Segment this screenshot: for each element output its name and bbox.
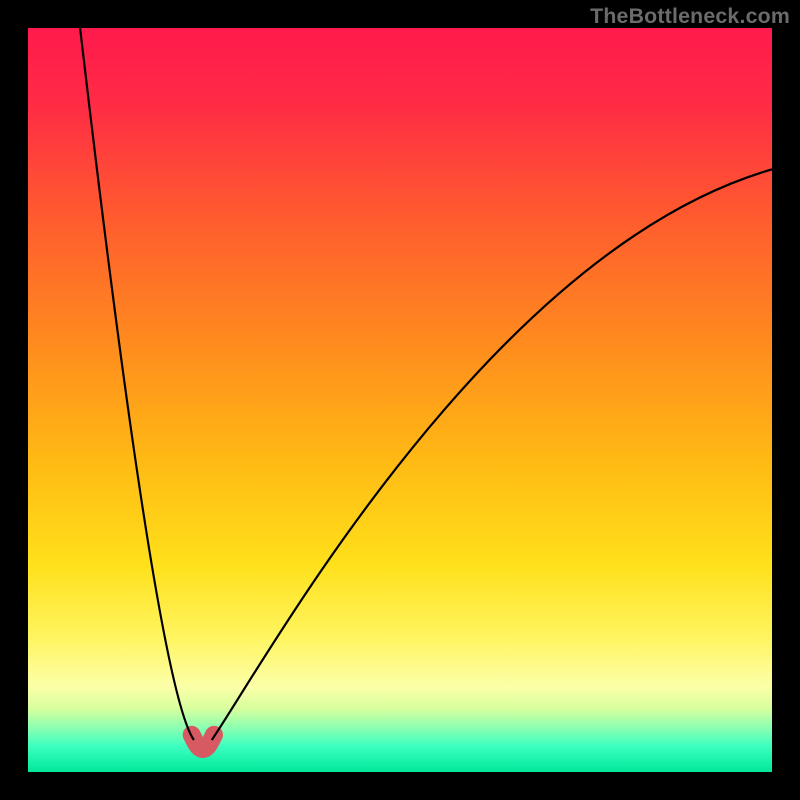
bottleneck-curve — [28, 28, 772, 772]
curve-right-arm — [212, 169, 772, 740]
dip-highlight — [192, 735, 214, 749]
stage: TheBottleneck.com — [0, 0, 800, 800]
chart-frame — [28, 28, 772, 772]
watermark-text: TheBottleneck.com — [590, 4, 790, 29]
curve-left-arm — [80, 28, 194, 740]
